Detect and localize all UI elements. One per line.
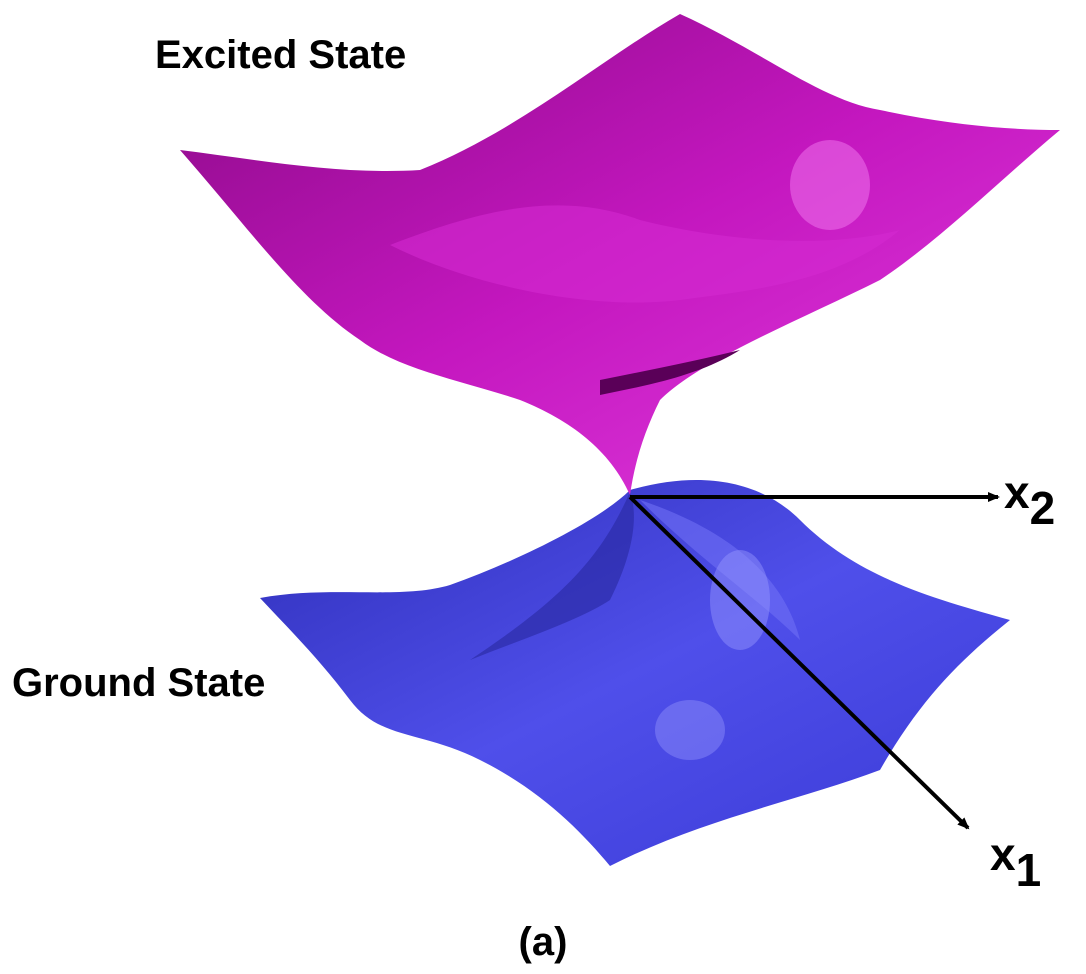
figure: Excited State Ground State x2 x1 (a) [0, 0, 1086, 974]
excited-surface [180, 14, 1060, 495]
x2-base: x [1004, 466, 1030, 518]
x1-sub: 1 [1016, 844, 1042, 896]
ground-surface [260, 480, 1010, 866]
x2-sub: 2 [1030, 482, 1056, 534]
excited-label: Excited State [155, 33, 406, 77]
x1-label: x1 [990, 828, 1041, 896]
x1-base: x [990, 828, 1016, 880]
ground-label: Ground State [12, 661, 265, 705]
x2-label: x2 [1004, 466, 1055, 534]
caption: (a) [519, 920, 568, 964]
